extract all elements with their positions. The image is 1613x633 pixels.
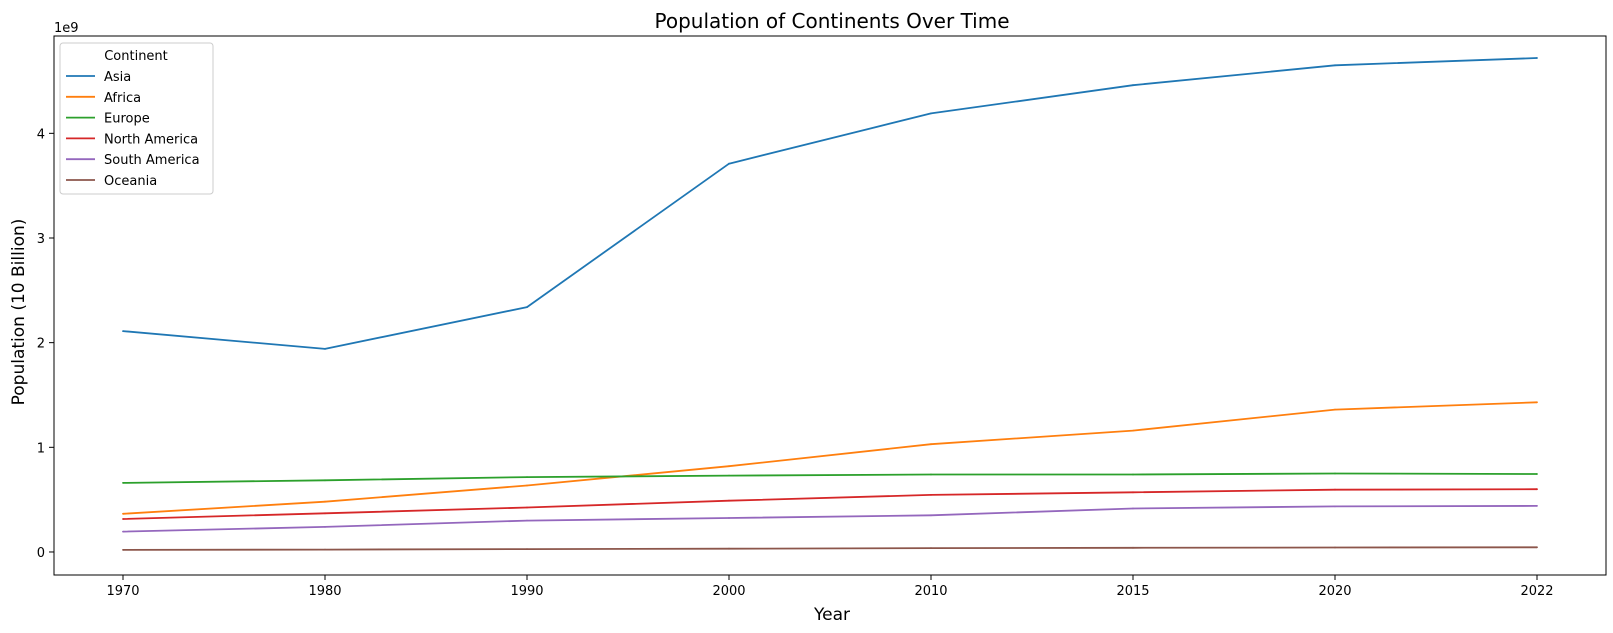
y-tick-label: 3	[37, 232, 45, 247]
x-tick-label: 2022	[1520, 584, 1553, 599]
data-point-asia	[526, 306, 528, 308]
data-point-south-america	[122, 530, 124, 533]
data-point-asia	[1132, 84, 1134, 87]
data-point-europe	[930, 473, 932, 476]
x-tick-label: 1970	[106, 584, 139, 599]
x-tick-label: 2015	[1116, 584, 1149, 599]
y-tick-label: 2	[37, 337, 45, 352]
y-tick-label: 4	[37, 127, 45, 142]
chart-title: Population of Continents Over Time	[654, 9, 1009, 33]
data-point-oceania	[122, 549, 124, 551]
data-point-africa	[122, 512, 124, 515]
y-axis: 0 1 2 3 4	[37, 127, 54, 561]
series-line-asia	[122, 57, 1538, 350]
plot-area	[122, 57, 1538, 551]
data-point-north-america	[728, 499, 730, 502]
legend-title: Continent	[104, 49, 168, 64]
data-point-europe	[122, 482, 124, 484]
plot-frame	[53, 35, 1607, 576]
x-tick-label: 2020	[1318, 584, 1351, 599]
data-point-south-america	[1334, 505, 1336, 508]
data-point-africa	[930, 443, 932, 446]
data-point-south-america	[1536, 505, 1538, 507]
series-line-europe	[122, 472, 1538, 484]
series-line-oceania	[122, 546, 1538, 551]
series-line-south-america	[122, 504, 1538, 533]
legend-label-asia: Asia	[104, 70, 131, 85]
data-point-oceania	[1132, 546, 1134, 549]
data-point-europe	[728, 474, 730, 477]
data-point-oceania	[1334, 546, 1336, 549]
series-line-africa	[122, 401, 1538, 515]
data-point-europe	[1132, 473, 1134, 476]
legend-label-oceania: Oceania	[104, 174, 157, 189]
data-point-north-america	[1132, 491, 1134, 494]
data-point-oceania	[1536, 546, 1538, 549]
x-tick-label: 1990	[510, 584, 543, 599]
data-point-africa	[1334, 408, 1336, 411]
x-axis: 1970 1980 1990 2000 2010 2015 2020 2022	[106, 575, 1554, 599]
x-tick-label: 2010	[914, 584, 947, 599]
x-tick-label: 2000	[712, 584, 745, 599]
data-point-north-america	[930, 494, 932, 496]
data-point-asia	[728, 162, 730, 165]
data-point-oceania	[930, 547, 932, 549]
data-point-north-america	[324, 512, 326, 515]
legend: Continent Asia Africa Europe North America S…	[59, 42, 214, 195]
data-point-north-america	[122, 518, 124, 520]
legend-label-north-america: North America	[104, 132, 198, 147]
legend-box	[59, 42, 214, 195]
data-point-asia	[324, 348, 326, 350]
data-point-europe	[324, 479, 326, 482]
data-point-north-america	[526, 506, 528, 509]
data-point-oceania	[526, 548, 528, 550]
data-point-europe	[1334, 472, 1336, 475]
data-point-africa	[1132, 429, 1134, 432]
data-point-south-america	[324, 526, 326, 528]
legend-label-africa: Africa	[104, 91, 141, 106]
data-point-north-america	[1334, 488, 1336, 491]
data-point-oceania	[728, 547, 730, 550]
series-line-north-america	[122, 488, 1538, 520]
data-point-south-america	[1132, 507, 1134, 510]
data-point-asia	[1536, 57, 1538, 59]
y-tick-label: 0	[37, 546, 45, 561]
data-point-asia	[1334, 64, 1336, 67]
data-point-asia	[930, 112, 932, 115]
y-tick-label: 1	[37, 441, 45, 456]
data-point-africa	[728, 465, 730, 468]
data-point-north-america	[1536, 488, 1538, 491]
x-tick-label: 1980	[308, 584, 341, 599]
data-point-europe	[1536, 473, 1538, 475]
data-point-south-america	[728, 517, 730, 519]
y-axis-offset-label: 1e9	[54, 21, 79, 36]
data-point-africa	[526, 484, 528, 487]
y-axis-label: Population (10 Billion)	[9, 219, 29, 406]
data-point-oceania	[324, 548, 326, 551]
x-axis-label: Year	[813, 605, 850, 625]
data-point-south-america	[930, 514, 932, 517]
legend-label-south-america: South America	[104, 153, 200, 168]
data-point-south-america	[526, 519, 528, 522]
data-point-africa	[324, 500, 326, 503]
legend-label-europe: Europe	[104, 112, 150, 127]
data-point-europe	[526, 476, 528, 478]
data-point-asia	[122, 330, 124, 332]
data-point-africa	[1536, 401, 1538, 404]
